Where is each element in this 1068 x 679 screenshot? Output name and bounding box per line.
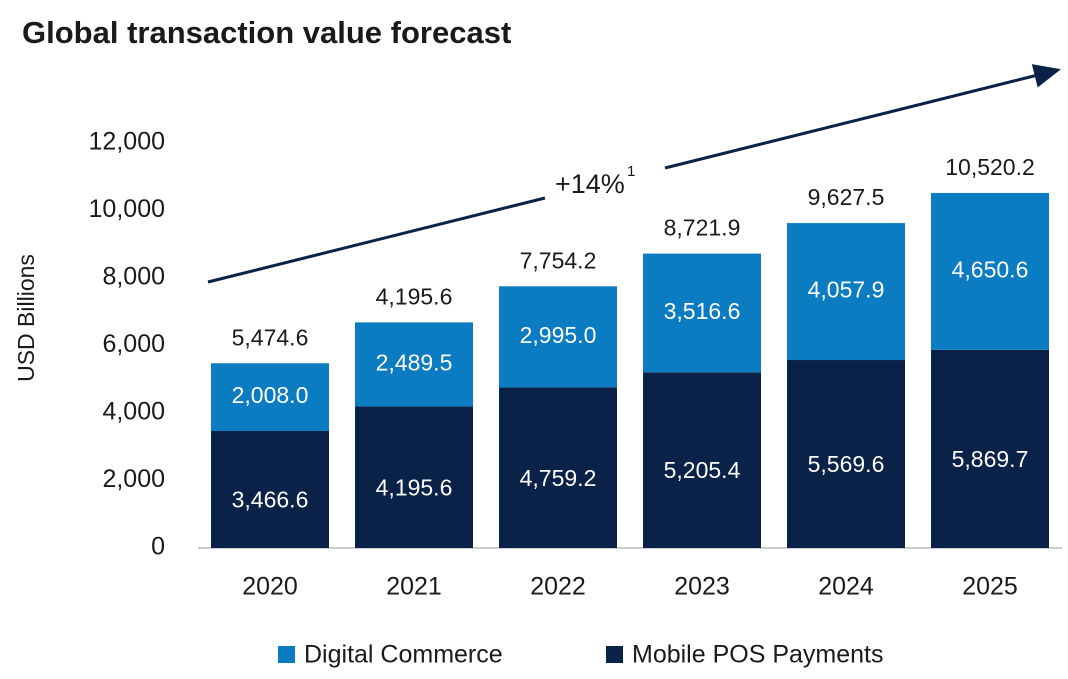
- bar-segment: [643, 253, 761, 373]
- bar-segment: [355, 322, 473, 407]
- total-label: 8,721.9: [664, 215, 741, 241]
- bar-segment: [499, 387, 617, 548]
- y-tick-label: 10,000: [89, 195, 165, 223]
- y-tick-label: 4,000: [102, 398, 165, 426]
- data-label: 2,489.5: [376, 349, 453, 375]
- total-label: 9,627.5: [808, 184, 885, 210]
- y-tick-label: 6,000: [102, 330, 165, 358]
- total-label: 7,754.2: [520, 247, 597, 273]
- data-label: 2,008.0: [232, 382, 309, 408]
- legend-swatch: [278, 646, 295, 663]
- legend-label: Mobile POS Payments: [632, 641, 884, 669]
- data-label: 5,569.6: [808, 451, 885, 477]
- bar-segment: [643, 372, 761, 548]
- trend-arrow: [207, 196, 546, 284]
- x-tick-label: 2025: [962, 573, 1018, 601]
- total-label: 4,195.6: [376, 283, 453, 309]
- annotation-note: 1: [627, 163, 635, 180]
- annotation: +14%: [555, 169, 625, 199]
- x-tick-label: 2023: [674, 573, 730, 601]
- x-tick-label: 2020: [242, 573, 298, 601]
- data-label: 4,759.2: [520, 465, 597, 491]
- bar-segment: [355, 406, 473, 548]
- data-label: 4,195.6: [376, 474, 453, 500]
- data-label: 5,869.7: [952, 446, 1029, 472]
- data-label: 5,205.4: [664, 457, 741, 483]
- y-axis-label: USD Billions: [13, 254, 39, 382]
- x-tick-label: 2024: [818, 573, 874, 601]
- chart-title: Global transaction value forecast: [22, 15, 511, 50]
- bar-segment: [211, 431, 329, 548]
- total-label: 10,520.2: [945, 154, 1035, 180]
- legend-swatch: [606, 646, 623, 663]
- legend-label: Digital Commerce: [304, 641, 503, 669]
- data-label: 2,995.0: [520, 322, 597, 348]
- bar-segment: [499, 286, 617, 388]
- bar-segment: [787, 223, 905, 361]
- bar-segment: [931, 349, 1049, 548]
- bar-segment: [787, 360, 905, 548]
- bar-segment: [931, 192, 1049, 350]
- x-tick-label: 2022: [530, 573, 586, 601]
- bar-segment: [211, 363, 329, 432]
- data-label: 4,650.6: [952, 256, 1029, 282]
- y-tick-label: 0: [151, 533, 165, 561]
- trend-arrow: [664, 64, 1061, 170]
- x-tick-label: 2021: [386, 573, 442, 601]
- data-label: 3,516.6: [664, 298, 741, 324]
- y-tick-label: 8,000: [102, 263, 165, 291]
- y-tick-label: 2,000: [102, 465, 165, 493]
- total-label: 5,474.6: [232, 324, 309, 350]
- data-label: 3,466.6: [232, 487, 309, 513]
- data-label: 4,057.9: [808, 277, 885, 303]
- y-tick-label: 12,000: [89, 128, 165, 156]
